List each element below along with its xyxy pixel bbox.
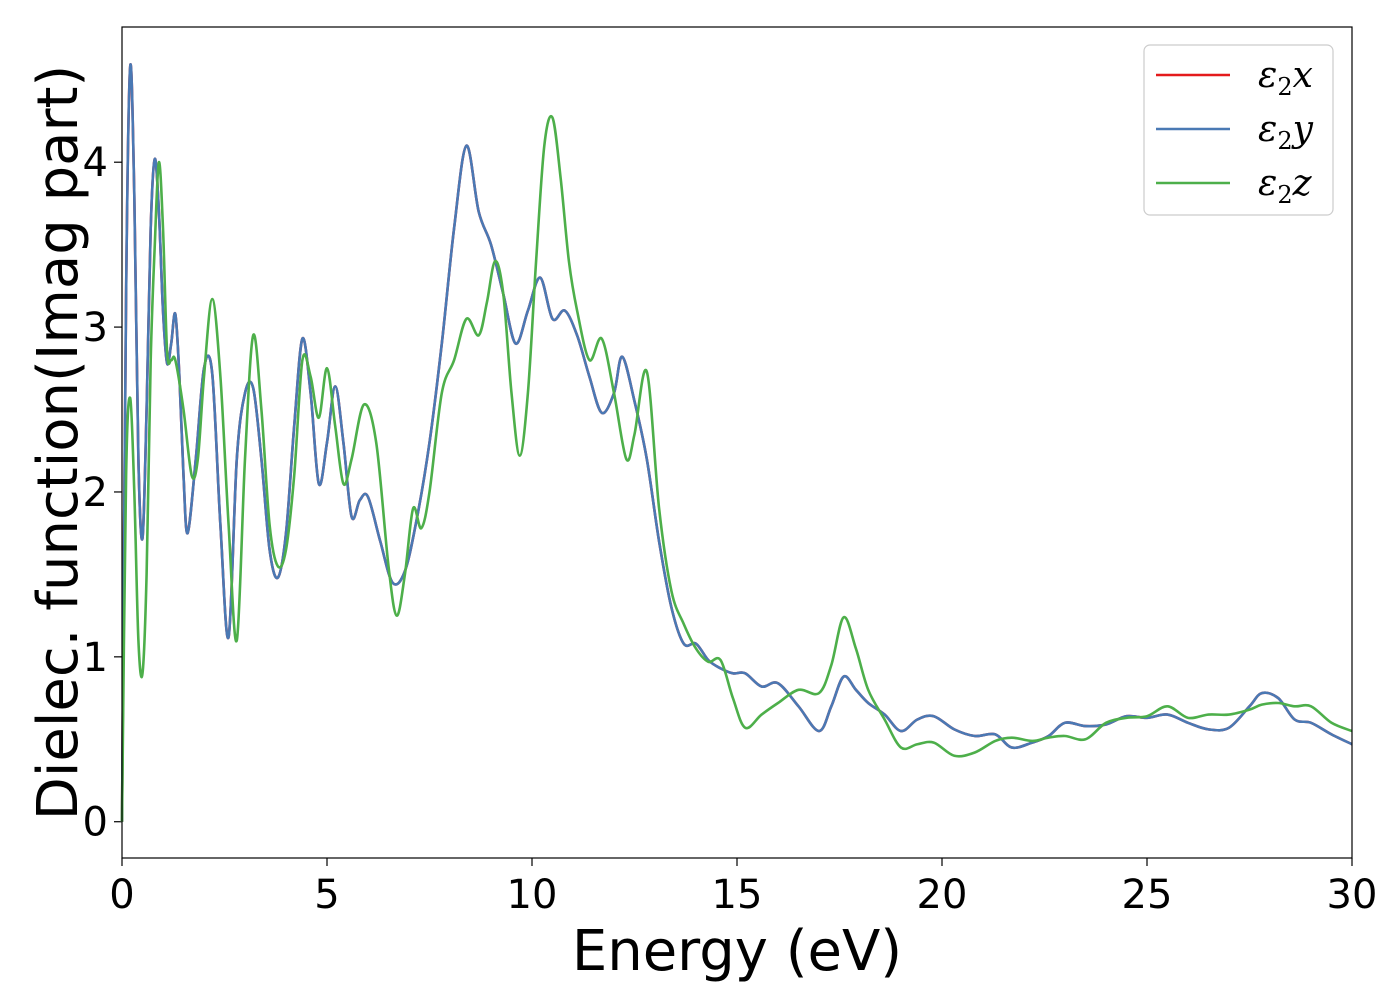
legend-entry-label: ε2z [1258, 163, 1313, 209]
series-lines [120, 63, 1353, 822]
series-line-z [120, 115, 1353, 822]
x-tick-label: 25 [1122, 872, 1173, 918]
legend: ε2x ε2y ε2z [1143, 44, 1334, 216]
x-tick-label: 20 [917, 872, 968, 918]
x-tick-label: 30 [1327, 872, 1378, 918]
y-tick-label: 2 [83, 470, 108, 516]
series-line-y [120, 63, 1353, 822]
y-tick-label: 1 [83, 635, 108, 681]
y-tick-label: 0 [83, 800, 108, 846]
y-axis-ticks: 0 1 2 3 4 [83, 140, 122, 846]
plot-frame [121, 26, 1353, 859]
legend-entry-label: ε2x [1258, 55, 1313, 101]
x-tick-label: 10 [507, 872, 558, 918]
x-axis-ticks: 0 5 10 15 20 25 30 [109, 858, 1377, 918]
y-tick-label: 4 [83, 140, 108, 186]
x-tick-label: 15 [712, 872, 763, 918]
x-tick-label: 5 [314, 872, 339, 918]
legend-box [1143, 44, 1334, 216]
y-axis-title: Dielec. function(Imag part) [26, 65, 91, 821]
y-tick-label: 3 [83, 305, 108, 351]
legend-entry-label: ε2y [1258, 109, 1314, 155]
x-axis-title: Energy (eV) [572, 919, 902, 984]
x-tick-label: 0 [109, 872, 134, 918]
